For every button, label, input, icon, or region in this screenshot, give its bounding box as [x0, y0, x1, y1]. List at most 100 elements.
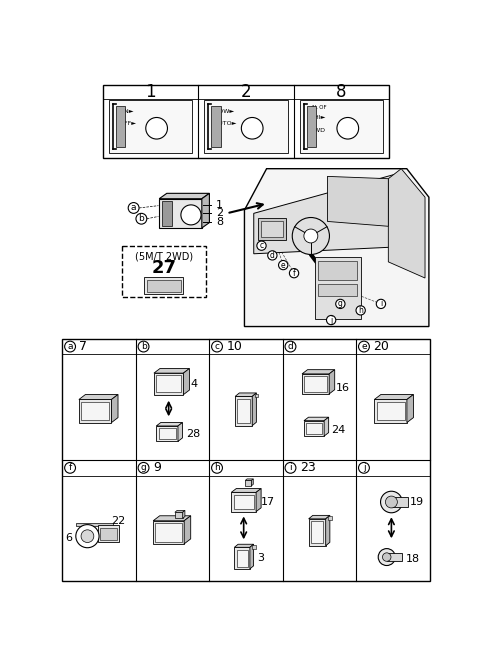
Polygon shape [235, 396, 252, 426]
Polygon shape [111, 394, 118, 422]
Bar [211, 106, 221, 147]
Polygon shape [231, 493, 256, 512]
Polygon shape [254, 174, 423, 253]
Text: 22: 22 [111, 515, 125, 526]
Bar [204, 100, 288, 153]
Polygon shape [325, 515, 330, 546]
Text: 2: 2 [216, 208, 223, 218]
Text: 20: 20 [373, 340, 389, 353]
Polygon shape [154, 373, 183, 395]
Text: a: a [131, 204, 136, 212]
Bar [238, 399, 250, 423]
Polygon shape [309, 519, 325, 546]
Circle shape [65, 341, 75, 352]
Text: d: d [288, 342, 293, 351]
Bar [122, 246, 206, 297]
Bar [318, 261, 357, 280]
Bar [116, 106, 125, 147]
Bar [147, 280, 181, 292]
Polygon shape [153, 515, 191, 521]
Text: e: e [361, 342, 367, 351]
Bar [81, 402, 109, 421]
Text: ON►: ON► [120, 109, 134, 114]
Text: e: e [281, 261, 286, 270]
Bar [62, 339, 430, 582]
Bar [156, 523, 182, 542]
Text: 8: 8 [216, 217, 223, 227]
Text: LOW►: LOW► [215, 109, 234, 114]
Text: 19: 19 [410, 497, 424, 507]
Bar [391, 497, 408, 506]
Polygon shape [153, 521, 184, 544]
Circle shape [146, 117, 168, 139]
Circle shape [381, 491, 402, 513]
Bar [158, 428, 176, 439]
Text: h: h [214, 463, 220, 472]
Text: 1: 1 [216, 200, 223, 210]
Text: 10: 10 [226, 340, 242, 353]
Text: 2WD: 2WD [311, 128, 326, 134]
Bar [254, 394, 258, 398]
Polygon shape [202, 193, 209, 228]
Bar [328, 516, 332, 520]
Bar [237, 550, 248, 567]
Bar [387, 553, 402, 561]
Bar [261, 221, 283, 238]
Bar [307, 106, 316, 147]
Text: 7: 7 [79, 340, 87, 353]
Text: f: f [293, 269, 295, 278]
Circle shape [136, 214, 147, 224]
Polygon shape [79, 400, 111, 422]
Polygon shape [175, 510, 185, 512]
Bar [252, 545, 256, 549]
Text: b: b [139, 214, 144, 223]
Polygon shape [184, 515, 191, 544]
Text: j: j [363, 463, 365, 472]
Polygon shape [374, 400, 407, 422]
Circle shape [81, 530, 94, 542]
Bar [377, 402, 405, 421]
Polygon shape [329, 369, 335, 394]
Circle shape [385, 496, 397, 508]
Polygon shape [407, 394, 413, 422]
Circle shape [356, 306, 365, 315]
Circle shape [292, 217, 329, 255]
Text: g: g [141, 463, 146, 472]
Polygon shape [304, 421, 324, 436]
Circle shape [359, 341, 370, 352]
Text: 4L OF: 4L OF [311, 105, 326, 110]
Circle shape [138, 462, 149, 473]
Circle shape [65, 462, 75, 473]
Text: 4HI►: 4HI► [311, 115, 326, 120]
Polygon shape [159, 193, 209, 198]
Text: 16: 16 [336, 383, 350, 393]
Circle shape [376, 299, 385, 309]
Bar [318, 284, 357, 295]
Bar [103, 84, 389, 158]
Text: (5M/T 2WD): (5M/T 2WD) [135, 252, 193, 261]
Text: OFF►: OFF► [120, 121, 137, 126]
Circle shape [257, 241, 266, 250]
Bar [311, 521, 324, 544]
Circle shape [128, 202, 139, 214]
Polygon shape [252, 393, 256, 426]
Polygon shape [374, 394, 413, 400]
Text: g: g [338, 299, 343, 309]
Polygon shape [156, 426, 178, 441]
Polygon shape [154, 369, 190, 373]
Polygon shape [256, 489, 261, 512]
Polygon shape [250, 544, 253, 569]
Text: f: f [69, 463, 72, 472]
Circle shape [76, 525, 99, 548]
Text: 23: 23 [300, 461, 315, 474]
Polygon shape [235, 393, 256, 396]
Circle shape [336, 299, 345, 309]
Polygon shape [388, 169, 425, 278]
Polygon shape [309, 515, 330, 519]
Bar [144, 277, 183, 294]
Polygon shape [252, 479, 253, 486]
Circle shape [289, 269, 299, 278]
Text: c: c [259, 241, 264, 250]
Polygon shape [302, 369, 335, 374]
Polygon shape [324, 417, 329, 436]
